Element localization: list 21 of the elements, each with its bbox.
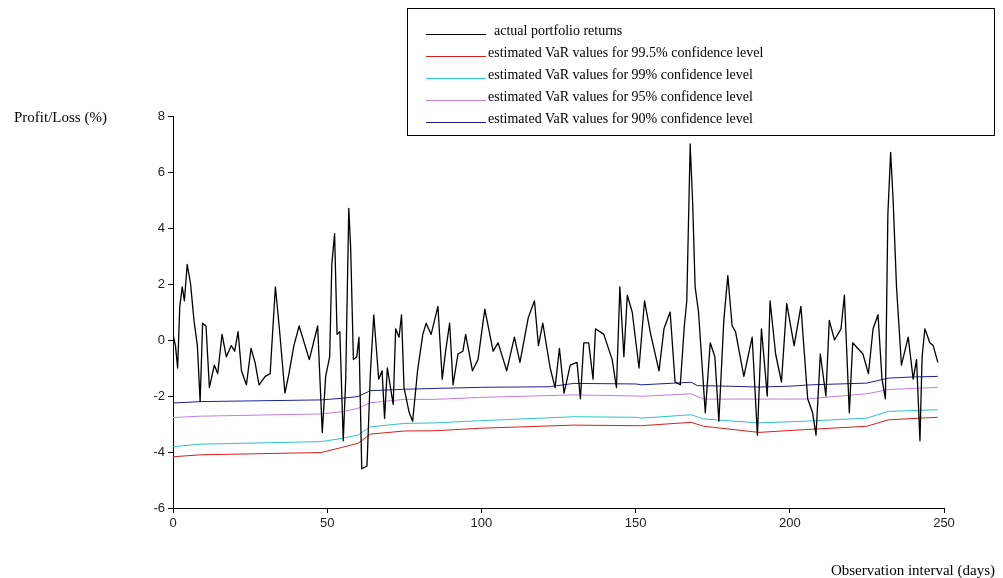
y-tick-label: -2 xyxy=(153,387,165,403)
legend-label: estimated VaR values for 99.5% confidence level xyxy=(488,45,764,61)
y-tick-label: 0 xyxy=(157,331,165,347)
legend-label: estimated VaR values for 95% confidence level xyxy=(488,89,753,105)
legend-label: estimated VaR values for 90% confidence level xyxy=(488,111,753,127)
y-tick-label: 6 xyxy=(157,163,165,179)
x-axis-title: Observation interval (days) xyxy=(830,562,995,578)
x-tick-label: 100 xyxy=(470,515,493,531)
y-tick-label: -4 xyxy=(153,443,165,459)
x-tick-label: 250 xyxy=(933,515,955,531)
y-axis-title: Profit/Loss (%) xyxy=(13,108,108,127)
legend-label: actual portfolio returns xyxy=(494,23,623,39)
x-tick-label: 200 xyxy=(778,515,801,531)
y-tick-label: -6 xyxy=(153,499,165,515)
y-tick-label: 8 xyxy=(157,107,165,123)
x-tick-label: 0 xyxy=(169,515,177,531)
y-tick-label: 2 xyxy=(157,275,165,291)
legend-label: estimated VaR values for 99% confidence level xyxy=(488,67,753,83)
y-tick-label: 4 xyxy=(157,219,165,235)
x-tick-label: 150 xyxy=(624,515,647,531)
x-tick-label: 50 xyxy=(319,515,335,531)
